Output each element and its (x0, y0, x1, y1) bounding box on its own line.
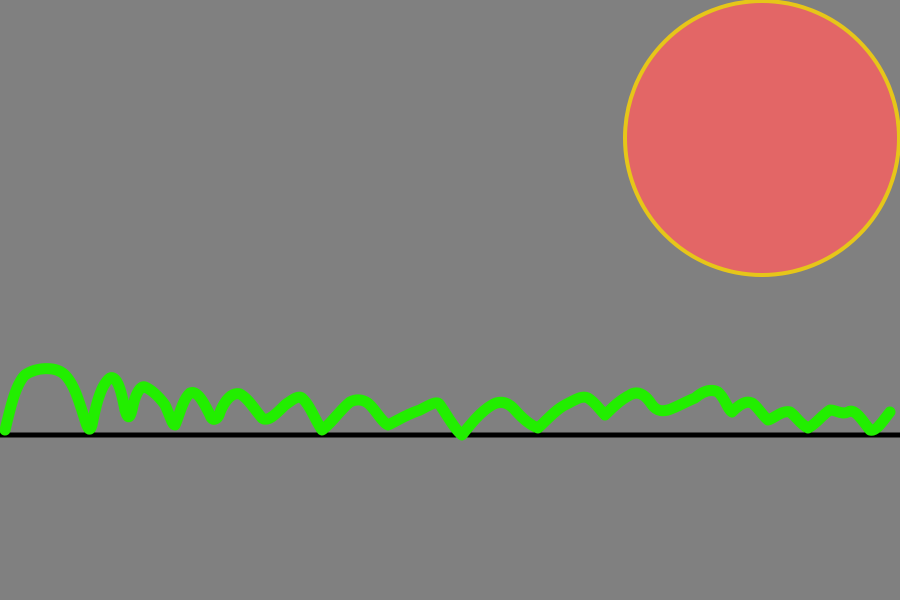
grass-scribble (0, 363, 896, 441)
sun-icon (623, 0, 900, 277)
